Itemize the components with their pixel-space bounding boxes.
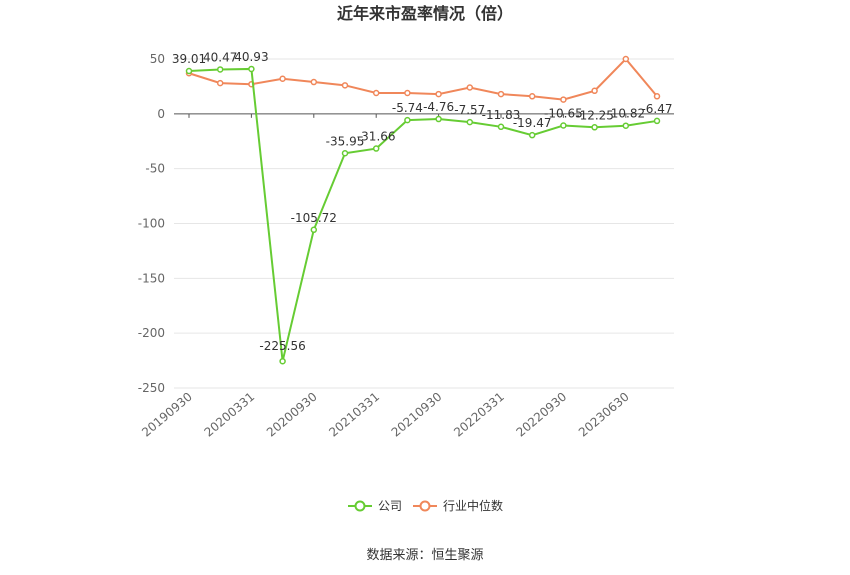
data-label: -7.57: [454, 103, 485, 117]
data-point: [404, 89, 411, 97]
data-point: [310, 226, 318, 234]
data-label: -105.72: [291, 211, 337, 225]
legend-label: 行业中位数: [443, 498, 503, 513]
data-point: [653, 117, 661, 125]
x-tick-label: 20230630: [576, 390, 632, 440]
series-line-0: [188, 67, 658, 362]
chart-title: 近年来市盈率情况（倍）: [337, 4, 513, 23]
data-point: [185, 67, 193, 75]
legend-item-0[interactable]: 公司: [348, 499, 402, 513]
y-tick-label: -150: [138, 271, 165, 285]
data-label: -10.82: [606, 107, 645, 121]
x-tick-label: 20200930: [264, 390, 320, 440]
data-point: [279, 75, 286, 82]
data-label: -4.76: [423, 100, 454, 114]
data-point: [341, 150, 349, 157]
y-tick-label: 50: [150, 52, 165, 66]
data-source-note: 数据来源：恒生聚源: [366, 548, 483, 563]
data-point: [216, 79, 224, 87]
data-point: [560, 122, 567, 129]
y-tick-label: -100: [138, 217, 165, 231]
data-label: 40.93: [234, 50, 268, 64]
data-label: -5.74: [392, 101, 423, 115]
data-point: [591, 87, 598, 95]
x-tick-label: 20210331: [326, 390, 382, 440]
x-tick-label: 20200331: [202, 390, 258, 440]
x-axis: 20190930 20200331 20200930 20210331 20210930…: [139, 113, 632, 440]
data-point: [310, 78, 318, 86]
data-point: [653, 93, 661, 100]
data-label: 39.01: [172, 52, 206, 66]
data-label: -19.47: [513, 116, 552, 130]
data-label: -35.95: [326, 134, 365, 148]
data-point: [622, 55, 630, 63]
data-point: [528, 131, 536, 139]
data-point: [622, 122, 630, 129]
x-tick-label: 20220930: [514, 390, 570, 440]
data-point: [372, 145, 380, 152]
legend-swatch-marker: [419, 500, 431, 512]
data-point: [435, 90, 442, 98]
legend-swatch-marker: [354, 500, 366, 512]
data-point: [372, 89, 380, 97]
y-tick-label: -250: [138, 381, 165, 395]
data-label: -11.83: [482, 108, 521, 122]
data-point: [216, 66, 224, 73]
data-label: -12.25: [575, 108, 614, 122]
legend-label: 公司: [378, 499, 402, 513]
data-label: -6.47: [641, 102, 672, 116]
grid-lines: [174, 58, 674, 389]
x-tick-label: 20210930: [389, 390, 445, 440]
data-label: 40.47: [203, 50, 237, 64]
data-point: [341, 82, 349, 89]
data-point: [466, 84, 474, 91]
y-axis: 50 0 -50 -100 -150 -200 -250: [138, 52, 165, 395]
y-tick-label: -50: [145, 162, 165, 176]
series-group: [185, 55, 661, 365]
data-point: [560, 96, 567, 103]
x-tick-label: 20190930: [139, 390, 195, 440]
series-line-1: [188, 57, 658, 101]
data-point: [466, 118, 474, 126]
data-point: [279, 357, 286, 365]
data-label: -225.56: [259, 339, 305, 353]
legend-item-1[interactable]: 行业中位数: [413, 498, 503, 513]
legend[interactable]: 公司 行业中位数: [348, 498, 503, 513]
data-point: [404, 116, 411, 124]
data-label: -31.66: [357, 130, 396, 144]
x-tick-label: 20220331: [451, 390, 507, 440]
y-tick-label: 0: [157, 107, 165, 121]
data-point: [248, 65, 255, 73]
data-point: [591, 124, 598, 131]
data-label: -10.65: [544, 107, 583, 121]
y-tick-label: -200: [138, 326, 165, 340]
data-point: [497, 90, 505, 98]
data-point: [528, 93, 536, 100]
data-point: [497, 123, 505, 131]
data-point: [435, 115, 442, 123]
